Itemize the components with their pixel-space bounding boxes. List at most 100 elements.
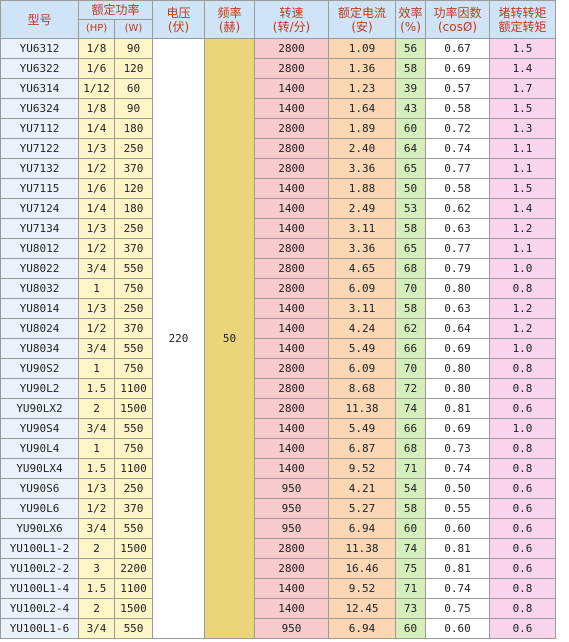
table-row: YU7134 1/3 250 1400 3.11 58 0.63 1.2: [0, 218, 556, 239]
watt-cell: 250: [114, 218, 153, 239]
model-cell: YU6324: [0, 98, 79, 119]
header-voltage: 电压 (伏): [152, 0, 205, 39]
speed-cell: 1400: [254, 198, 329, 219]
hp-cell: 1/4: [78, 118, 115, 139]
efficiency-cell: 71: [395, 458, 426, 479]
watt-cell: 1500: [114, 598, 153, 619]
efficiency-cell: 65: [395, 158, 426, 179]
watt-cell: 90: [114, 98, 153, 119]
motor-spec-table: 型号 额定功率 电压 (伏) 频率 (赫) 转速 (转/分) 额定电流 (安) 效率 (%…: [0, 0, 556, 639]
watt-cell: 250: [114, 298, 153, 319]
efficiency-cell: 75: [395, 558, 426, 579]
watt-cell: 1100: [114, 578, 153, 599]
model-cell: YU90L4: [0, 438, 79, 459]
torque-ratio-cell: 1.4: [489, 58, 556, 79]
hp-cell: 3/4: [78, 518, 115, 539]
torque-ratio-cell: 0.8: [489, 278, 556, 299]
watt-cell: 370: [114, 158, 153, 179]
table-row: YU90L2 1.5 1100 2800 8.68 72 0.80 0.8: [0, 378, 556, 399]
power-factor-cell: 0.50: [425, 478, 490, 499]
speed-cell: 1400: [254, 338, 329, 359]
speed-cell: 2800: [254, 38, 329, 59]
model-cell: YU90L6: [0, 498, 79, 519]
power-factor-cell: 0.75: [425, 598, 490, 619]
table-row: YU90LX2 2 1500 2800 11.38 74 0.81 0.6: [0, 398, 556, 419]
power-factor-cell: 0.62: [425, 198, 490, 219]
efficiency-cell: 66: [395, 338, 426, 359]
table-row: YU8032 1 750 2800 6.09 70 0.80 0.8: [0, 278, 556, 299]
hp-cell: 1: [78, 278, 115, 299]
torque-ratio-cell: 1.5: [489, 178, 556, 199]
model-cell: YU8014: [0, 298, 79, 319]
torque-ratio-cell: 1.3: [489, 118, 556, 139]
efficiency-cell: 58: [395, 298, 426, 319]
efficiency-cell: 60: [395, 618, 426, 639]
header-hp-unit: (HP): [78, 19, 115, 39]
speed-cell: 1400: [254, 98, 329, 119]
speed-cell: 950: [254, 618, 329, 639]
header-power-factor-label: 功率因数: [433, 5, 482, 20]
table-row: YU7112 1/4 180 2800 1.89 60 0.72 1.3: [0, 118, 556, 139]
current-cell: 6.09: [328, 358, 396, 379]
table-row: YU8022 3/4 550 2800 4.65 68 0.79 1.0: [0, 258, 556, 279]
table-row: YU100L2-2 3 2200 2800 16.46 75 0.81 0.6: [0, 558, 556, 579]
speed-cell: 2800: [254, 558, 329, 579]
watt-cell: 120: [114, 58, 153, 79]
model-cell: YU8032: [0, 278, 79, 299]
speed-cell: 1400: [254, 438, 329, 459]
speed-cell: 2800: [254, 118, 329, 139]
torque-ratio-cell: 1.0: [489, 418, 556, 439]
speed-cell: 1400: [254, 78, 329, 99]
model-cell: YU6322: [0, 58, 79, 79]
efficiency-cell: 64: [395, 138, 426, 159]
watt-cell: 370: [114, 498, 153, 519]
current-cell: 1.88: [328, 178, 396, 199]
current-cell: 5.27: [328, 498, 396, 519]
current-cell: 3.36: [328, 158, 396, 179]
hp-cell: 3/4: [78, 338, 115, 359]
speed-cell: 2800: [254, 358, 329, 379]
torque-ratio-cell: 0.6: [489, 618, 556, 639]
power-factor-cell: 0.81: [425, 398, 490, 419]
power-factor-cell: 0.81: [425, 538, 490, 559]
model-cell: YU90S2: [0, 358, 79, 379]
hp-cell: 1/2: [78, 498, 115, 519]
hp-cell: 3/4: [78, 258, 115, 279]
hp-cell: 1: [78, 358, 115, 379]
efficiency-cell: 58: [395, 498, 426, 519]
table-row: YU90S4 3/4 550 1400 5.49 66 0.69 1.0: [0, 418, 556, 439]
hp-cell: 1/8: [78, 38, 115, 59]
table-row: YU90LX4 1.5 1100 1400 9.52 71 0.74 0.8: [0, 458, 556, 479]
header-speed-label: 转速: [279, 5, 304, 20]
speed-cell: 950: [254, 478, 329, 499]
header-rated-current-unit: (安): [351, 19, 373, 34]
model-cell: YU100L2-2: [0, 558, 79, 579]
watt-cell: 60: [114, 78, 153, 99]
watt-cell: 250: [114, 478, 153, 499]
header-w-unit: (W): [114, 19, 153, 39]
model-cell: YU90LX6: [0, 518, 79, 539]
model-cell: YU8012: [0, 238, 79, 259]
hp-cell: 1/3: [78, 138, 115, 159]
torque-ratio-cell: 0.6: [489, 498, 556, 519]
torque-ratio-cell: 1.2: [489, 318, 556, 339]
model-cell: YU7122: [0, 138, 79, 159]
model-cell: YU6312: [0, 38, 79, 59]
current-cell: 4.21: [328, 478, 396, 499]
hp-cell: 1/3: [78, 218, 115, 239]
table-row: YU7115 1/6 120 1400 1.88 50 0.58 1.5: [0, 178, 556, 199]
voltage-cell: 220: [152, 38, 205, 639]
header-rated-power: 额定功率: [78, 0, 153, 20]
model-cell: YU100L1-4: [0, 578, 79, 599]
current-cell: 2.40: [328, 138, 396, 159]
current-cell: 6.94: [328, 518, 396, 539]
current-cell: 2.49: [328, 198, 396, 219]
power-factor-cell: 0.73: [425, 438, 490, 459]
efficiency-cell: 58: [395, 218, 426, 239]
power-factor-cell: 0.69: [425, 418, 490, 439]
header-efficiency-unit: (%): [400, 19, 421, 34]
table-row: YU90LX6 3/4 550 950 6.94 60 0.60 0.6: [0, 518, 556, 539]
speed-cell: 2800: [254, 58, 329, 79]
efficiency-cell: 74: [395, 538, 426, 559]
current-cell: 12.45: [328, 598, 396, 619]
